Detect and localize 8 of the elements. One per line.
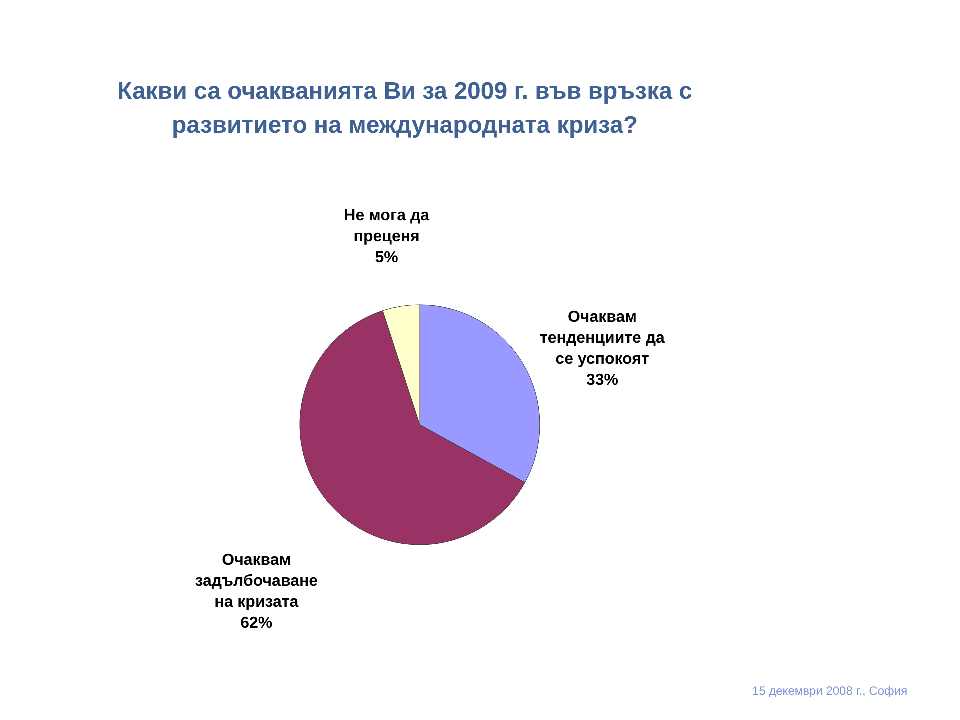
- data-label: 33%: [586, 372, 618, 390]
- slice-label: Очаквам тенденциите да се успокоят: [540, 309, 666, 368]
- data-label: 62%: [240, 615, 273, 632]
- slice-label: Не мога да преценя: [344, 208, 430, 246]
- text: 15 декември 2008 г., София: [752, 684, 908, 698]
- slice-label: Очаквам задълбочаване на кризата: [195, 552, 318, 612]
- chart-title: Какви са очакванията Ви за 2009 г. във връзка с развитието на международната криза?: [118, 78, 692, 139]
- data-label: 5%: [375, 250, 398, 267]
